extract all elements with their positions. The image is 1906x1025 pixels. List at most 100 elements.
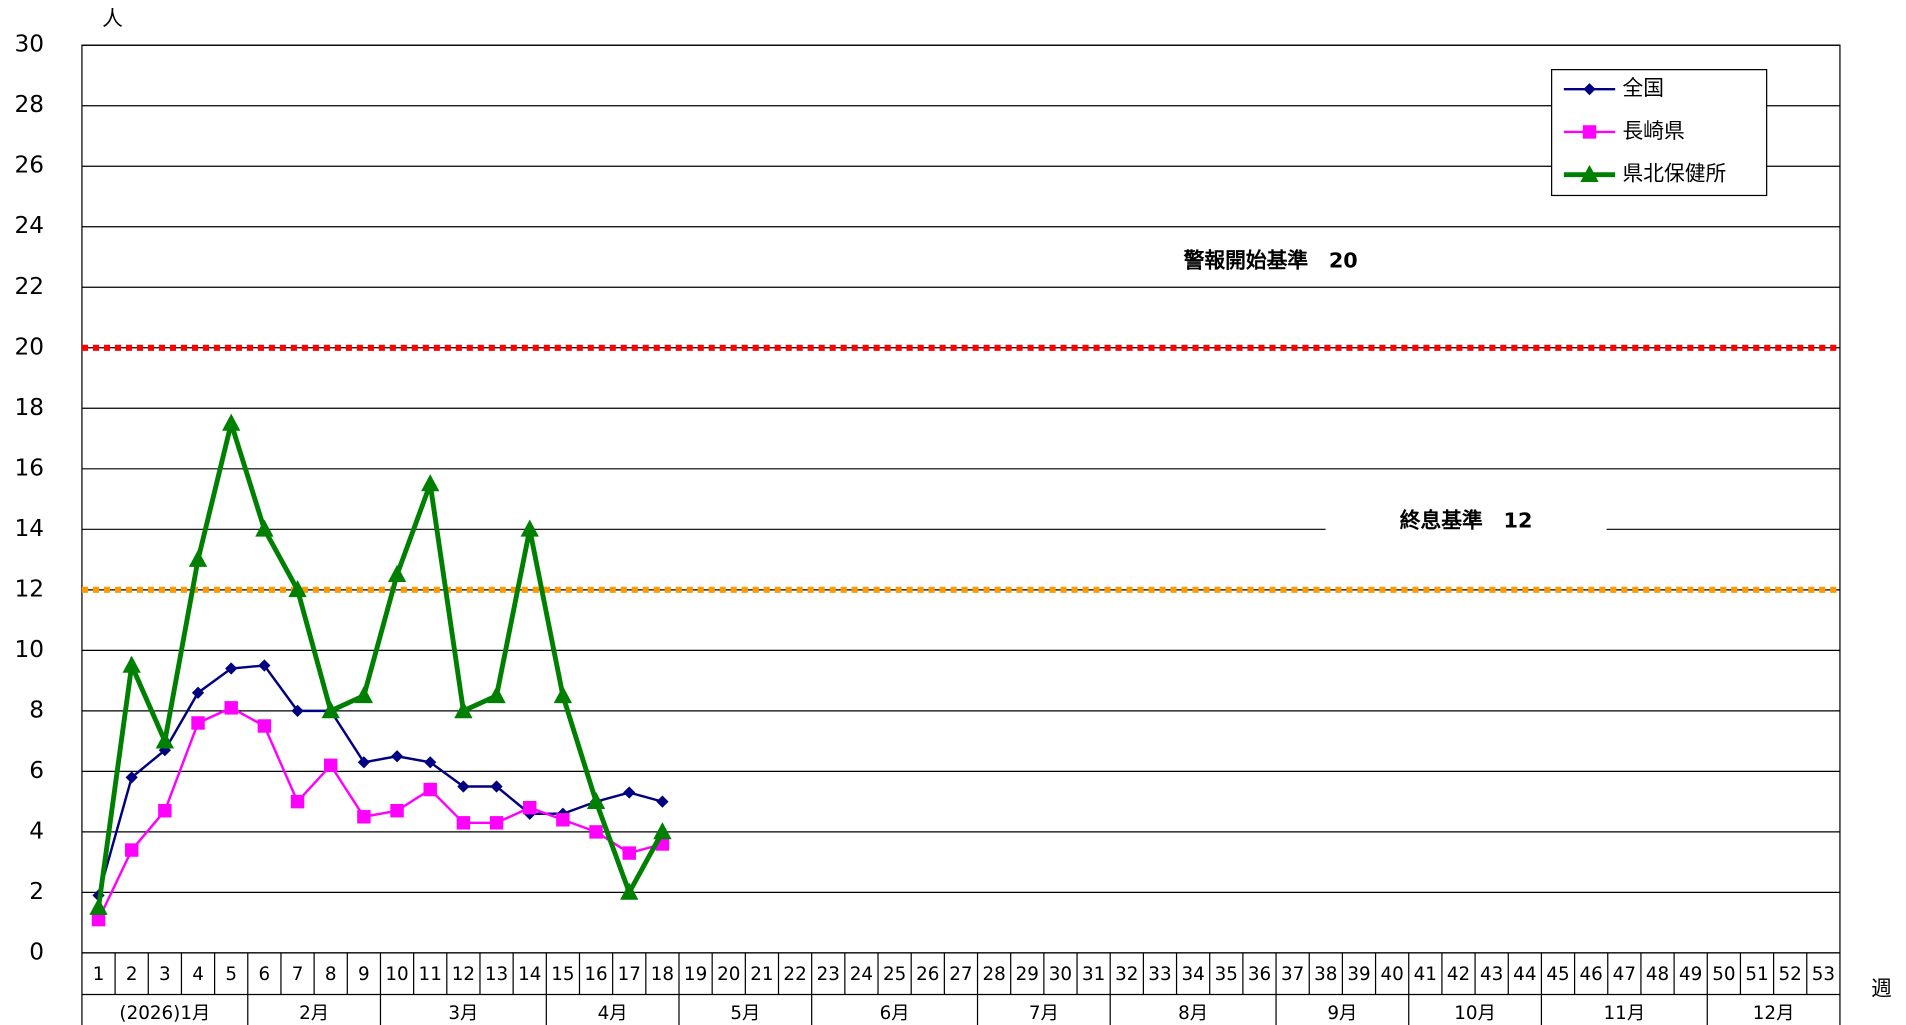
x-tick-label: 1 bbox=[93, 964, 105, 985]
month-label: (2026)1月 bbox=[119, 1003, 210, 1024]
x-tick-label: 33 bbox=[1148, 964, 1171, 985]
x-tick-label: 10 bbox=[385, 964, 408, 985]
marker bbox=[288, 580, 307, 598]
marker bbox=[191, 716, 205, 730]
marker bbox=[586, 791, 606, 809]
x-tick-label: 7 bbox=[292, 964, 304, 985]
marker bbox=[122, 655, 141, 673]
month-label: 12月 bbox=[1753, 1003, 1795, 1024]
marker bbox=[124, 843, 139, 857]
marker bbox=[155, 731, 175, 749]
x-tick-label: 3 bbox=[159, 964, 171, 985]
y-tick-label: 0 bbox=[29, 938, 44, 965]
x-tick-label: 24 bbox=[850, 964, 873, 985]
month-label: 6月 bbox=[880, 1003, 910, 1024]
legend-label: 県北保健所 bbox=[1622, 162, 1726, 186]
marker bbox=[354, 685, 374, 704]
x-tick-label: 26 bbox=[916, 964, 939, 985]
marker bbox=[423, 782, 437, 797]
x-tick-label: 5 bbox=[225, 964, 237, 985]
x-tick-label: 42 bbox=[1447, 964, 1470, 985]
marker bbox=[125, 771, 138, 784]
marker bbox=[357, 756, 370, 769]
marker bbox=[89, 897, 108, 915]
x-tick-label: 17 bbox=[618, 964, 641, 985]
marker bbox=[623, 786, 636, 799]
marker bbox=[424, 756, 437, 769]
x-tick-label: 20 bbox=[717, 964, 740, 985]
marker bbox=[390, 803, 404, 818]
x-tick-label: 13 bbox=[485, 964, 508, 985]
marker bbox=[158, 803, 172, 818]
marker bbox=[1583, 83, 1596, 96]
marker bbox=[454, 701, 473, 719]
marker bbox=[255, 519, 274, 537]
x-tick-label: 52 bbox=[1779, 964, 1802, 985]
x-tick-label: 27 bbox=[949, 964, 972, 985]
marker bbox=[387, 564, 407, 583]
y-tick-label: 28 bbox=[15, 91, 45, 118]
month-label: 11月 bbox=[1604, 1003, 1646, 1024]
marker bbox=[520, 519, 539, 537]
x-tick-label: 29 bbox=[1016, 964, 1039, 985]
marker bbox=[390, 750, 404, 763]
y-tick-label: 4 bbox=[29, 817, 44, 844]
x-tick-label: 51 bbox=[1745, 964, 1768, 985]
month-label: 10月 bbox=[1454, 1003, 1496, 1024]
x-tick-label: 50 bbox=[1712, 964, 1735, 985]
marker bbox=[1580, 164, 1599, 183]
x-tick-label: 15 bbox=[551, 964, 574, 985]
legend-label: 全国 bbox=[1622, 76, 1664, 100]
month-label: 4月 bbox=[598, 1003, 628, 1024]
x-tick-label: 49 bbox=[1679, 964, 1702, 985]
plot-frame bbox=[81, 44, 1841, 954]
month-label: 7月 bbox=[1029, 1003, 1059, 1024]
y-tick-label: 20 bbox=[15, 333, 45, 360]
y-tick-label: 26 bbox=[15, 152, 45, 179]
x-label: 週 bbox=[1871, 977, 1892, 1001]
label-bg bbox=[1325, 497, 1607, 547]
x-tick-label: 45 bbox=[1546, 964, 1569, 985]
y-tick-label: 2 bbox=[29, 878, 44, 905]
marker bbox=[589, 825, 603, 839]
marker bbox=[257, 719, 272, 733]
x-tick-label: 37 bbox=[1281, 964, 1304, 985]
y-tick-label: 12 bbox=[15, 575, 45, 602]
x-tick-label: 35 bbox=[1215, 964, 1238, 985]
marker bbox=[188, 549, 208, 567]
y-unit: 人 bbox=[102, 7, 123, 31]
x-tick-label: 14 bbox=[518, 964, 541, 985]
x-tick-label: 8 bbox=[325, 964, 337, 985]
x-tick-label: 9 bbox=[358, 964, 370, 985]
y-tick-label: 18 bbox=[15, 394, 45, 421]
marker bbox=[321, 701, 340, 719]
marker bbox=[523, 800, 537, 815]
marker bbox=[91, 912, 106, 927]
marker bbox=[620, 882, 639, 900]
y-tick-label: 24 bbox=[15, 212, 45, 239]
x-tick-label: 11 bbox=[419, 964, 442, 985]
x-tick-label: 19 bbox=[684, 964, 707, 985]
x-tick-label: 48 bbox=[1646, 964, 1669, 985]
marker bbox=[357, 810, 371, 824]
series-line bbox=[97, 664, 663, 896]
x-tick-label: 47 bbox=[1613, 964, 1636, 985]
x-tick-label: 21 bbox=[750, 964, 773, 985]
marker bbox=[490, 780, 503, 793]
x-tick-label: 4 bbox=[192, 964, 204, 985]
month-label: 3月 bbox=[448, 1003, 478, 1024]
month-label: 8月 bbox=[1178, 1003, 1208, 1024]
y-tick-label: 30 bbox=[15, 31, 45, 58]
x-tick-label: 43 bbox=[1480, 964, 1503, 985]
x-tick-label: 46 bbox=[1580, 964, 1603, 985]
x-tick-label: 23 bbox=[817, 964, 840, 985]
x-tick-label: 18 bbox=[651, 964, 674, 985]
marker bbox=[656, 795, 669, 808]
y-tick-label: 22 bbox=[15, 273, 45, 300]
x-tick-label: 32 bbox=[1115, 964, 1138, 985]
marker bbox=[225, 662, 238, 675]
marker bbox=[653, 822, 672, 840]
series-line bbox=[96, 414, 665, 908]
marker bbox=[323, 758, 338, 773]
